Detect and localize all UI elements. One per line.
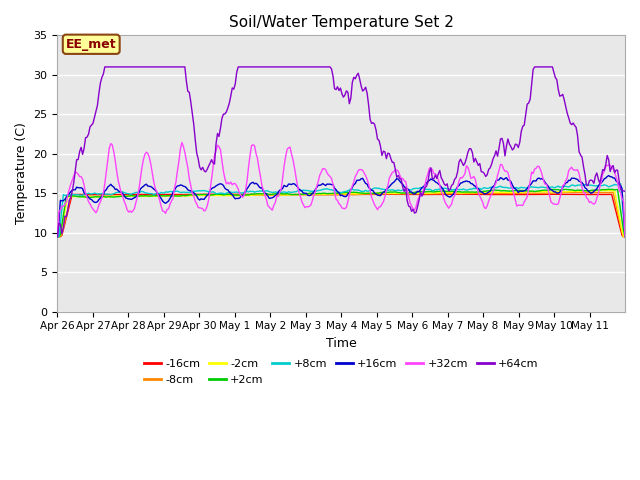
Text: EE_met: EE_met (66, 38, 116, 51)
X-axis label: Time: Time (326, 337, 356, 350)
Y-axis label: Temperature (C): Temperature (C) (15, 122, 28, 225)
Legend: -16cm, -8cm, -2cm, +2cm, +8cm, +16cm, +32cm, +64cm: -16cm, -8cm, -2cm, +2cm, +8cm, +16cm, +3… (140, 355, 543, 389)
Title: Soil/Water Temperature Set 2: Soil/Water Temperature Set 2 (228, 15, 454, 30)
